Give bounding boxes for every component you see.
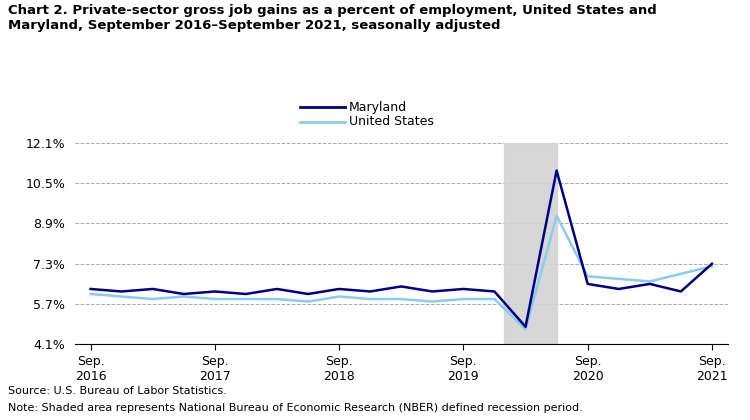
United States <box>210 297 219 302</box>
United States <box>179 294 188 299</box>
Maryland <box>459 286 468 291</box>
Text: Note: Shaded area represents National Bureau of Economic Research (NBER) defined: Note: Shaded area represents National Bu… <box>8 403 582 413</box>
United States <box>334 294 344 299</box>
United States <box>86 291 95 297</box>
Maryland <box>614 286 623 291</box>
Maryland <box>148 286 158 291</box>
Text: Maryland: Maryland <box>349 101 406 113</box>
Maryland <box>86 286 95 291</box>
Maryland <box>584 281 592 286</box>
Maryland <box>552 168 561 173</box>
Maryland <box>490 289 499 294</box>
Maryland <box>210 289 219 294</box>
United States <box>117 294 126 299</box>
Maryland <box>427 289 436 294</box>
United States <box>645 279 654 284</box>
United States <box>552 213 561 218</box>
Maryland <box>366 289 375 294</box>
Line: Maryland: Maryland <box>91 171 712 327</box>
Maryland <box>179 291 188 297</box>
Line: United States: United States <box>91 216 712 329</box>
United States <box>614 276 623 281</box>
Maryland <box>334 286 344 291</box>
United States <box>242 297 250 302</box>
Maryland <box>242 291 250 297</box>
United States <box>148 297 158 302</box>
United States <box>490 297 499 302</box>
Text: United States: United States <box>349 116 433 128</box>
Maryland <box>645 281 654 286</box>
United States <box>397 297 406 302</box>
Maryland <box>117 289 126 294</box>
United States <box>584 274 592 279</box>
Maryland <box>521 324 530 329</box>
United States <box>427 299 436 304</box>
United States <box>521 327 530 332</box>
Text: Chart 2. Private-sector gross job gains as a percent of employment, United State: Chart 2. Private-sector gross job gains … <box>8 4 656 32</box>
Text: Source: U.S. Bureau of Labor Statistics.: Source: U.S. Bureau of Labor Statistics. <box>8 386 226 396</box>
United States <box>272 297 281 302</box>
United States <box>366 297 375 302</box>
Bar <box>504 143 556 344</box>
United States <box>707 264 716 269</box>
United States <box>304 299 313 304</box>
United States <box>676 271 686 276</box>
Maryland <box>676 289 686 294</box>
Maryland <box>707 261 716 266</box>
Maryland <box>397 284 406 289</box>
Maryland <box>272 286 281 291</box>
United States <box>459 297 468 302</box>
Maryland <box>304 291 313 297</box>
